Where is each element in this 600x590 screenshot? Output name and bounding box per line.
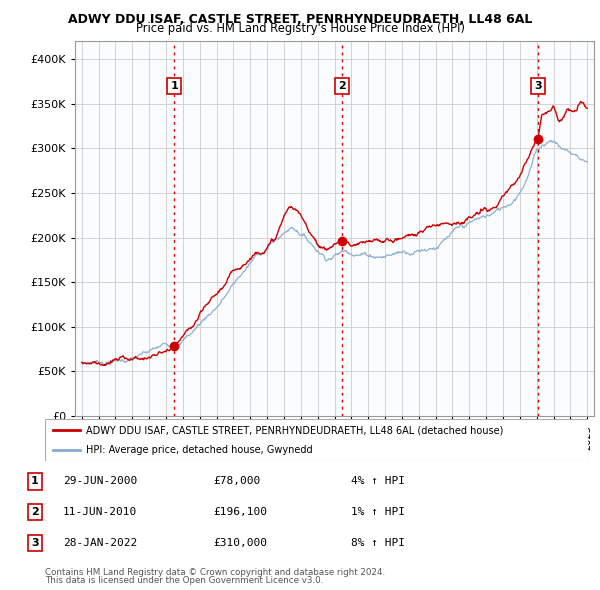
Text: 1% ↑ HPI: 1% ↑ HPI xyxy=(351,507,405,517)
Text: 28-JAN-2022: 28-JAN-2022 xyxy=(63,538,137,548)
Text: This data is licensed under the Open Government Licence v3.0.: This data is licensed under the Open Gov… xyxy=(45,576,323,585)
Text: HPI: Average price, detached house, Gwynedd: HPI: Average price, detached house, Gwyn… xyxy=(86,445,313,455)
Text: Price paid vs. HM Land Registry's House Price Index (HPI): Price paid vs. HM Land Registry's House … xyxy=(136,22,464,35)
Bar xyxy=(342,41,538,416)
Text: £196,100: £196,100 xyxy=(213,507,267,517)
Text: 8% ↑ HPI: 8% ↑ HPI xyxy=(351,538,405,548)
Text: 4% ↑ HPI: 4% ↑ HPI xyxy=(351,477,405,486)
Text: ADWY DDU ISAF, CASTLE STREET, PENRHYNDEUDRAETH, LL48 6AL (detached house): ADWY DDU ISAF, CASTLE STREET, PENRHYNDEU… xyxy=(86,425,503,435)
Bar xyxy=(538,41,594,416)
Text: 2: 2 xyxy=(338,81,346,91)
Text: Contains HM Land Registry data © Crown copyright and database right 2024.: Contains HM Land Registry data © Crown c… xyxy=(45,568,385,577)
Text: £78,000: £78,000 xyxy=(213,477,260,486)
Text: 3: 3 xyxy=(31,538,38,548)
Bar xyxy=(174,41,342,416)
Text: 1: 1 xyxy=(170,81,178,91)
Text: 11-JUN-2010: 11-JUN-2010 xyxy=(63,507,137,517)
Text: 1: 1 xyxy=(31,477,38,486)
Text: £310,000: £310,000 xyxy=(213,538,267,548)
Text: 2: 2 xyxy=(31,507,38,517)
Text: 29-JUN-2000: 29-JUN-2000 xyxy=(63,477,137,486)
Text: 3: 3 xyxy=(534,81,542,91)
Text: ADWY DDU ISAF, CASTLE STREET, PENRHYNDEUDRAETH, LL48 6AL: ADWY DDU ISAF, CASTLE STREET, PENRHYNDEU… xyxy=(68,13,532,26)
Bar xyxy=(75,41,174,416)
